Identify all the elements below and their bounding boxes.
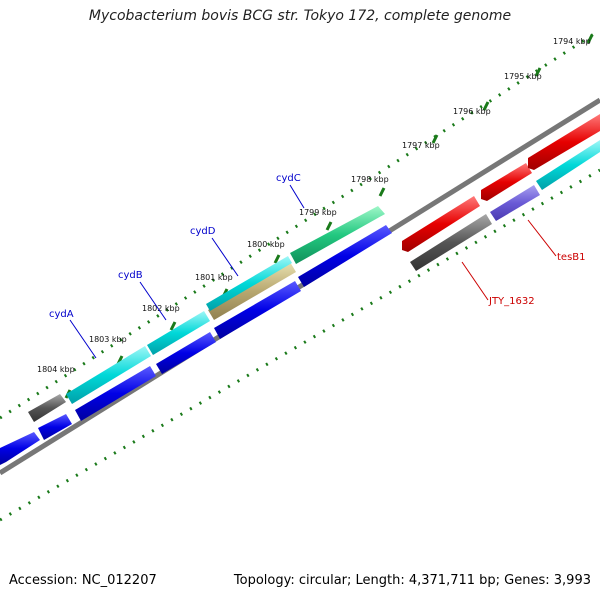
inner-dotted-ring: [0, 168, 600, 522]
scale-label: 1797 kbp: [402, 141, 440, 150]
gene-label-cydB[interactable]: cydB: [118, 270, 143, 281]
scale-tick: [273, 254, 281, 264]
gene-labels: cydA cydB cydD cydC JTY_1632 tesB1: [49, 173, 586, 320]
cydA-leader: [69, 319, 97, 359]
label-leaders: [69, 184, 557, 359]
gene-arrow-green-cydC[interactable]: [290, 206, 385, 264]
jty1632-leader: [461, 261, 489, 301]
gene-arrow-gray[interactable]: [28, 394, 66, 422]
gene-label-cydC[interactable]: cydC: [276, 173, 301, 184]
gene-arrow-red[interactable]: [528, 114, 600, 170]
gene-arrow-purple-tesB1[interactable]: [490, 185, 540, 221]
scale-tick: [482, 101, 490, 111]
cydD-leader: [211, 237, 239, 277]
scale-labels: 1794 kbp 1795 kbp 1796 kbp 1797 kbp 1798…: [37, 37, 591, 374]
gene-label-cydD[interactable]: cydD: [190, 226, 216, 237]
gene-arrow-blue[interactable]: [38, 414, 72, 440]
scale-label: 1803 kbp: [89, 335, 127, 344]
scale-tick: [534, 67, 542, 77]
forward-strand-genes: [28, 114, 600, 422]
gene-arrow-cyan-cydB[interactable]: [147, 311, 210, 355]
gene-arrow-cyan-cydD[interactable]: [206, 256, 292, 311]
scale-tick: [169, 321, 177, 331]
gene-arrow-khaki-cydD[interactable]: [208, 262, 296, 320]
gene-label-cydA[interactable]: cydA: [49, 309, 74, 320]
scale-ticks: [64, 34, 594, 399]
scale-label: 1802 kbp: [142, 304, 180, 313]
scale-tick: [325, 221, 333, 231]
scale-tick: [378, 187, 386, 197]
accession-text: Accession: NC_012207: [9, 573, 157, 588]
scale-label: 1794 kbp: [553, 37, 591, 46]
scale-label: 1804 kbp: [37, 365, 75, 374]
gene-arrow-blue[interactable]: [298, 225, 392, 287]
gene-arrow-red[interactable]: [481, 163, 532, 201]
scale-label: 1795 kbp: [504, 72, 542, 81]
genome-backbone: [0, 97, 600, 476]
scale-label: 1799 kbp: [299, 208, 337, 217]
gene-arrow-blue[interactable]: [75, 366, 156, 421]
gene-arrow-cyan-cydA[interactable]: [66, 346, 151, 404]
gene-arrow-red[interactable]: [402, 196, 480, 252]
gene-label-tesB1[interactable]: tesB1: [557, 252, 586, 263]
gene-arrow-blue[interactable]: [214, 281, 301, 339]
scale-label: 1798 kbp: [351, 175, 389, 184]
gene-label-jty1632[interactable]: JTY_1632: [488, 296, 535, 307]
gene-arrow-cyan[interactable]: [536, 140, 600, 190]
gene-arrow-blue[interactable]: [156, 332, 216, 374]
gene-arrow-gray[interactable]: [410, 214, 492, 271]
scale-tick: [431, 134, 439, 144]
gene-arrow-blue[interactable]: [0, 432, 40, 465]
cydC-leader: [289, 184, 305, 209]
map-title: Mycobacterium bovis BCG str. Tokyo 172, …: [88, 8, 512, 24]
scale-label: 1801 kbp: [195, 273, 233, 282]
scale-tick: [586, 34, 594, 44]
scale-label: 1796 kbp: [453, 107, 491, 116]
genome-summary-text: Topology: circular; Length: 4,371,711 bp…: [233, 573, 591, 588]
scale-label: 1800 kbp: [247, 240, 285, 249]
cydB-leader: [139, 281, 167, 321]
tesB1-leader: [527, 219, 557, 257]
reverse-strand-genes: [0, 140, 600, 465]
outer-scale-ring: [0, 28, 600, 420]
